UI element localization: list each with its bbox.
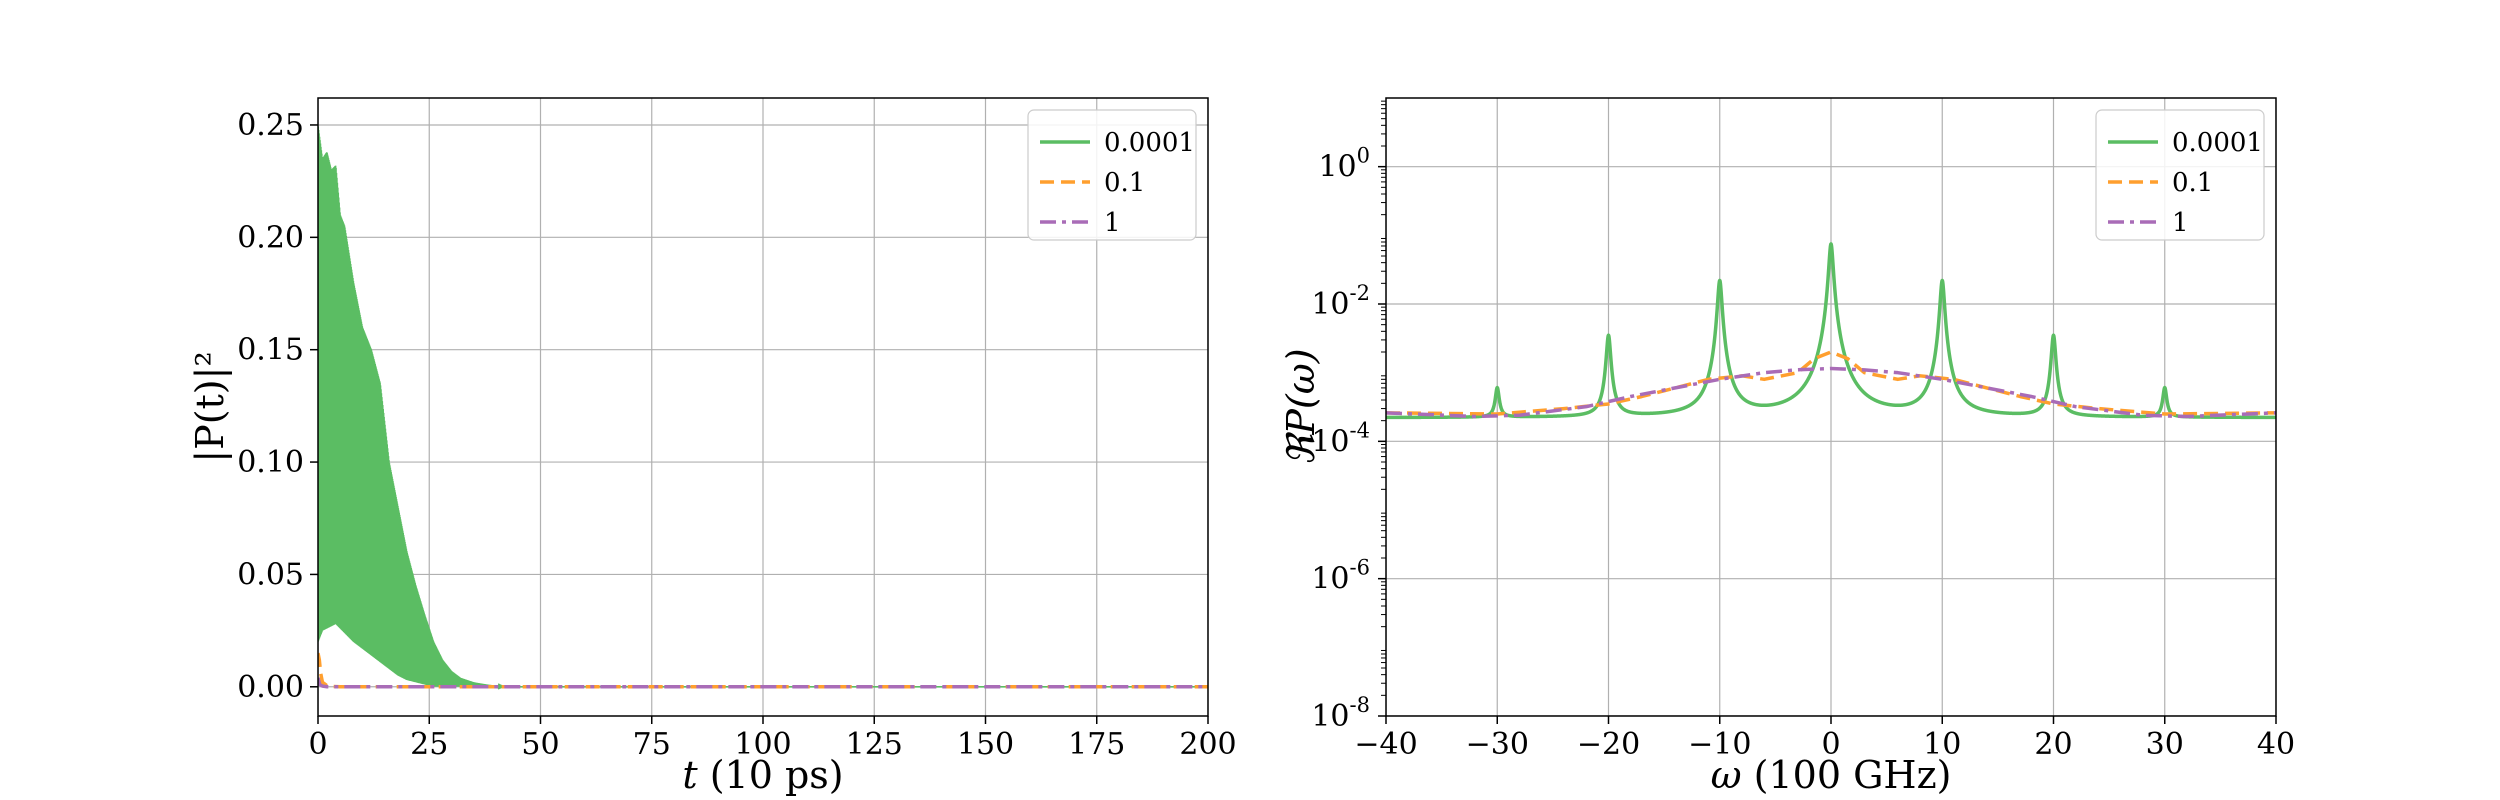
- left-y-tick-label: 0.10: [237, 445, 304, 480]
- right-y-tick-exponent: -6: [1350, 556, 1370, 580]
- left-series-line-1: [318, 677, 1208, 689]
- right-legend-label: 1: [2172, 208, 2189, 238]
- left-x-tick-label: 175: [1068, 727, 1125, 762]
- right-y-tick-base: 10: [1311, 699, 1349, 734]
- left-series: [318, 126, 1208, 690]
- left-x-tick-label: 75: [633, 727, 671, 762]
- right-y-tick-exponent: -8: [1350, 693, 1370, 717]
- right-x-tick-label: 10: [1923, 727, 1961, 762]
- left-series-line-0_1: [318, 652, 1208, 689]
- left-plot-clip: [318, 98, 1208, 716]
- left-y-tick-label: 0.00: [237, 670, 304, 705]
- right-x-tick-label: 20: [2034, 727, 2072, 762]
- left-legend-label: 0.0001: [1104, 128, 1195, 158]
- right-panel: −40 −30 −20 −10 0 10 20 30 4010-810-610-410-2100…: [1279, 97, 2295, 797]
- right-y-tick-exponent: 0: [1357, 144, 1370, 168]
- right-x-tick-label: −40: [1354, 727, 1417, 762]
- right-y-tick-exponent: -4: [1350, 418, 1370, 442]
- right-series-line-0_0001: [1386, 242, 2276, 420]
- right-y-tick-label: 10-6: [1311, 556, 1370, 597]
- right-y-tick-exponent: -2: [1350, 281, 1370, 305]
- right-x-tick-label: 0: [1821, 727, 1840, 762]
- left-x-tick-label: 50: [521, 727, 559, 762]
- right-x-tick-label: −10: [1688, 727, 1751, 762]
- left-x-tick-label: 100: [734, 727, 791, 762]
- right-x-axis-label: ω (100 GHz): [1711, 753, 1952, 797]
- left-x-axis-label: t (10 ps): [682, 753, 843, 797]
- right-y-tick-label: 10-2: [1311, 281, 1370, 322]
- left-x-tick-label: 0: [308, 727, 327, 762]
- right-x-tick-label: 30: [2146, 727, 2184, 762]
- left-x-tick-label: 200: [1179, 727, 1236, 762]
- left-x-tick-label: 150: [957, 727, 1014, 762]
- right-y-tick-label: 100: [1318, 144, 1370, 185]
- right-x-tick-label: 40: [2257, 727, 2295, 762]
- left-x-tick-label: 125: [846, 727, 903, 762]
- left-x-tick-label: 25: [410, 727, 448, 762]
- right-series: [1386, 242, 2276, 420]
- left-ticks: 0 25 50 75 100 125 150 175 200 0.00 0.05 0.10 0.15 0.…: [237, 108, 1236, 762]
- left-y-tick-label: 0.05: [237, 557, 304, 592]
- left-panel: 0 25 50 75 100 125 150 175 200 0.00 0.05 0.10 0.15 0.…: [188, 97, 1237, 797]
- left-y-axis-label: |P(t)|²: [188, 351, 232, 462]
- left-legend-label: 1: [1104, 208, 1121, 238]
- right-legend-label: 0.0001: [2172, 128, 2263, 158]
- left-legend-label: 0.1: [1104, 168, 1145, 198]
- right-y-tick-base: 10: [1311, 562, 1349, 597]
- right-y-tick-base: 10: [1311, 287, 1349, 322]
- right-legend-label: 0.1: [2172, 168, 2213, 198]
- right-y-tick-base: 10: [1318, 150, 1356, 185]
- left-y-tick-label: 0.20: [237, 220, 304, 255]
- right-x-tick-label: −20: [1577, 727, 1640, 762]
- right-y-tick-label: 10-4: [1311, 418, 1370, 459]
- right-y-tick-label: 10-8: [1311, 693, 1370, 734]
- left-legend: 0.0001 0.1 1: [1027, 109, 1197, 241]
- left-y-tick-label: 0.15: [237, 333, 304, 368]
- right-legend: 0.0001 0.1 1: [2095, 109, 2265, 241]
- left-y-tick-label: 0.25: [237, 108, 304, 143]
- right-y-axis-label: ℜP(ω): [1279, 348, 1323, 465]
- right-x-tick-label: −30: [1466, 727, 1529, 762]
- right-y-tick-base: 10: [1311, 424, 1349, 459]
- right-series-line-1: [1386, 366, 2276, 419]
